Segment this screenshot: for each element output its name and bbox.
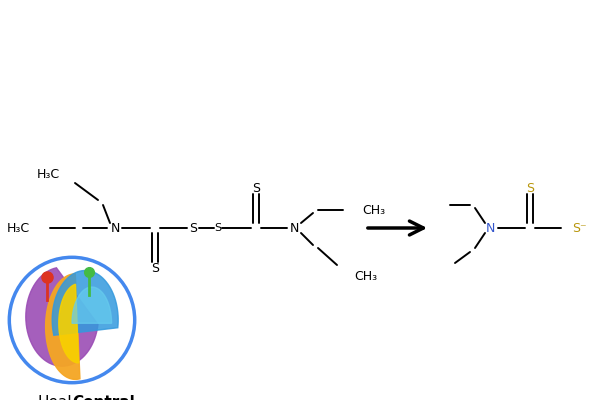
Text: CH₃: CH₃	[362, 204, 385, 216]
Text: S: S	[214, 223, 221, 233]
Text: S: S	[151, 262, 159, 274]
Text: S: S	[252, 182, 260, 194]
Text: S⁻: S⁻	[572, 222, 586, 234]
Text: S: S	[189, 222, 197, 234]
Text: CH₃: CH₃	[354, 270, 377, 282]
Text: H₃C: H₃C	[37, 168, 60, 180]
Text: N: N	[289, 222, 299, 234]
Text: N: N	[110, 222, 119, 234]
Text: S: S	[526, 182, 534, 194]
Text: N: N	[485, 222, 494, 234]
Text: H₃C: H₃C	[7, 222, 30, 234]
